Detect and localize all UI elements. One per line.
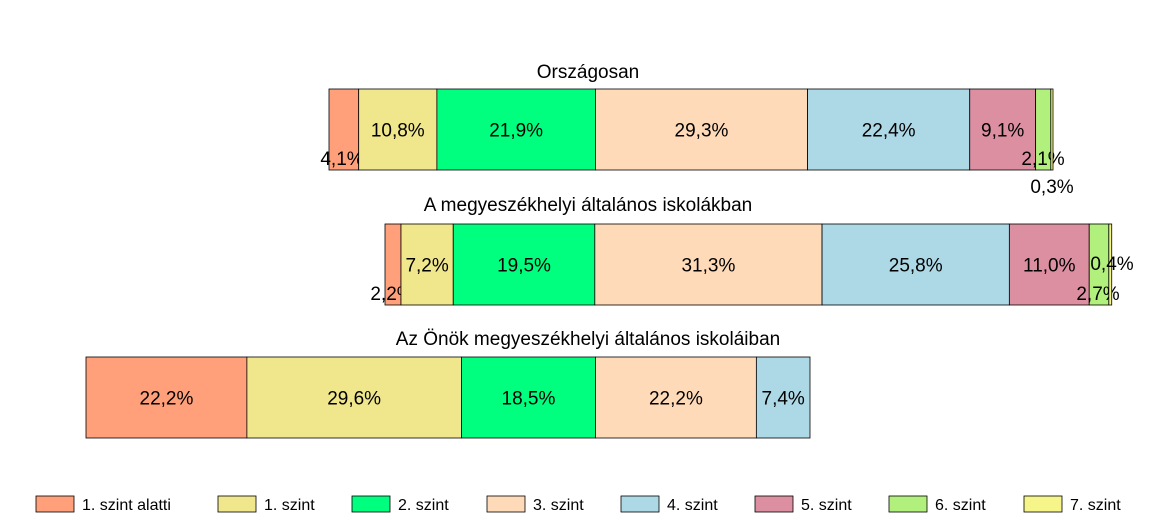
bar-segment xyxy=(1050,88,1054,171)
legend-item: 4. szint xyxy=(620,495,718,514)
bar-segment xyxy=(436,88,596,171)
data-label: 29,6% xyxy=(327,389,381,410)
legend-item: 5. szint xyxy=(754,495,852,514)
data-label: 31,3% xyxy=(681,256,735,277)
legend-item: 1. szint xyxy=(217,495,315,514)
bar-segment xyxy=(246,356,462,439)
legend: 1. szint alatti 1. szint 2. szint 3. szint 4… xyxy=(35,495,1121,514)
data-label: 2,7% xyxy=(1076,284,1119,305)
bar-segment xyxy=(1008,223,1090,306)
data-label: 2,1% xyxy=(1021,149,1064,170)
data-label: 4,1% xyxy=(320,149,363,170)
data-label: 7,4% xyxy=(762,389,805,410)
bar-title: Országosan xyxy=(537,62,639,83)
bar-title: A megyeszékhelyi általános iskolákban xyxy=(424,195,752,216)
legend-swatch xyxy=(486,495,526,513)
bar-segment xyxy=(1108,223,1113,306)
legend-label: 3. szint xyxy=(533,497,584,514)
legend-label: 2. szint xyxy=(398,497,449,514)
bar-segment xyxy=(400,223,454,306)
bar-segment xyxy=(821,223,1010,306)
data-label: 18,5% xyxy=(502,389,556,410)
bar-group-2: A megyeszékhelyi általános iskolákban2,2… xyxy=(370,195,1134,306)
data-label: 21,9% xyxy=(489,121,543,142)
legend-swatch xyxy=(351,495,391,513)
data-label: 29,3% xyxy=(675,121,729,142)
legend-item: 3. szint xyxy=(486,495,584,514)
legend-label: 5. szint xyxy=(801,497,852,514)
bar-segment xyxy=(595,356,757,439)
legend-item: 6. szint xyxy=(888,495,986,514)
bar-group-3: Az Önök megyeszékhelyi általános iskolái… xyxy=(85,329,811,439)
bar-segment xyxy=(595,88,808,171)
data-label: 25,8% xyxy=(889,256,943,277)
legend-label: 4. szint xyxy=(667,497,718,514)
legend-label: 6. szint xyxy=(935,497,986,514)
bar-segment xyxy=(328,88,360,171)
legend-label: 1. szint alatti xyxy=(82,497,171,514)
legend-label: 1. szint xyxy=(264,497,315,514)
data-label: 10,8% xyxy=(371,121,425,142)
bar-segment xyxy=(969,88,1037,171)
data-label: 11,0% xyxy=(1023,256,1076,277)
bar-segment xyxy=(452,223,596,306)
legend-swatch xyxy=(620,495,660,513)
bar-segment xyxy=(85,356,248,439)
legend-item: 1. szint alatti xyxy=(35,495,171,514)
legend-swatch xyxy=(217,495,257,513)
bar-group-1: Országosan 4,1% 10,8% 21,9% 29,3% 22,4% 9,1% 2,… xyxy=(320,62,1073,198)
bar-segment xyxy=(461,356,596,439)
bar-segment xyxy=(358,88,438,171)
data-label: 7,2% xyxy=(405,256,448,277)
legend-label: 7. szint xyxy=(1070,497,1121,514)
data-label: 9,1% xyxy=(981,121,1024,142)
legend-swatch xyxy=(35,495,75,513)
data-label: 0,3% xyxy=(1030,177,1073,198)
bar-title: Az Önök megyeszékhelyi általános iskolái… xyxy=(396,329,780,350)
legend-swatch xyxy=(754,495,794,513)
data-label: 22,2% xyxy=(649,389,703,410)
data-label: 22,2% xyxy=(140,389,194,410)
bar-segment xyxy=(755,356,811,439)
bar-segment xyxy=(807,88,971,171)
legend-item: 7. szint xyxy=(1023,495,1121,514)
data-label: 22,4% xyxy=(862,121,916,142)
data-label: 19,5% xyxy=(497,256,551,277)
legend-item: 2. szint xyxy=(351,495,449,514)
data-label: 0,4% xyxy=(1090,254,1133,275)
bar-segment xyxy=(594,223,823,306)
legend-swatch xyxy=(888,495,928,513)
legend-swatch xyxy=(1023,495,1063,513)
